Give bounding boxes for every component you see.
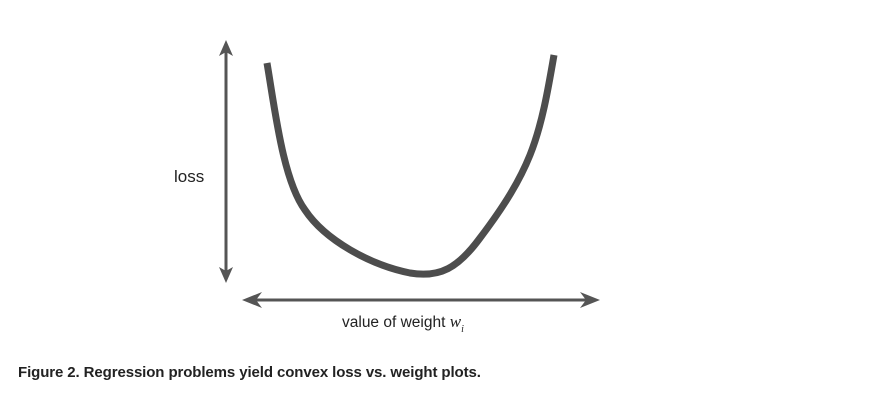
convex-loss-curve	[263, 54, 558, 278]
weight-axis-arrow-left	[242, 292, 262, 308]
loss-axis	[219, 40, 233, 283]
weight-axis-label: value of weight wi	[342, 312, 464, 335]
loss-axis-arrow-top	[219, 40, 233, 56]
loss-label: loss	[174, 167, 204, 186]
weight-axis-label-text: value of weight	[342, 314, 450, 331]
weight-axis-arrow-right	[580, 292, 600, 308]
weight-variable: w	[450, 312, 462, 331]
weight-axis	[242, 292, 600, 308]
figure-caption: Figure 2. Regression problems yield conv…	[18, 364, 481, 381]
weight-subscript: i	[461, 324, 464, 335]
loss-axis-arrow-bottom	[219, 267, 233, 283]
